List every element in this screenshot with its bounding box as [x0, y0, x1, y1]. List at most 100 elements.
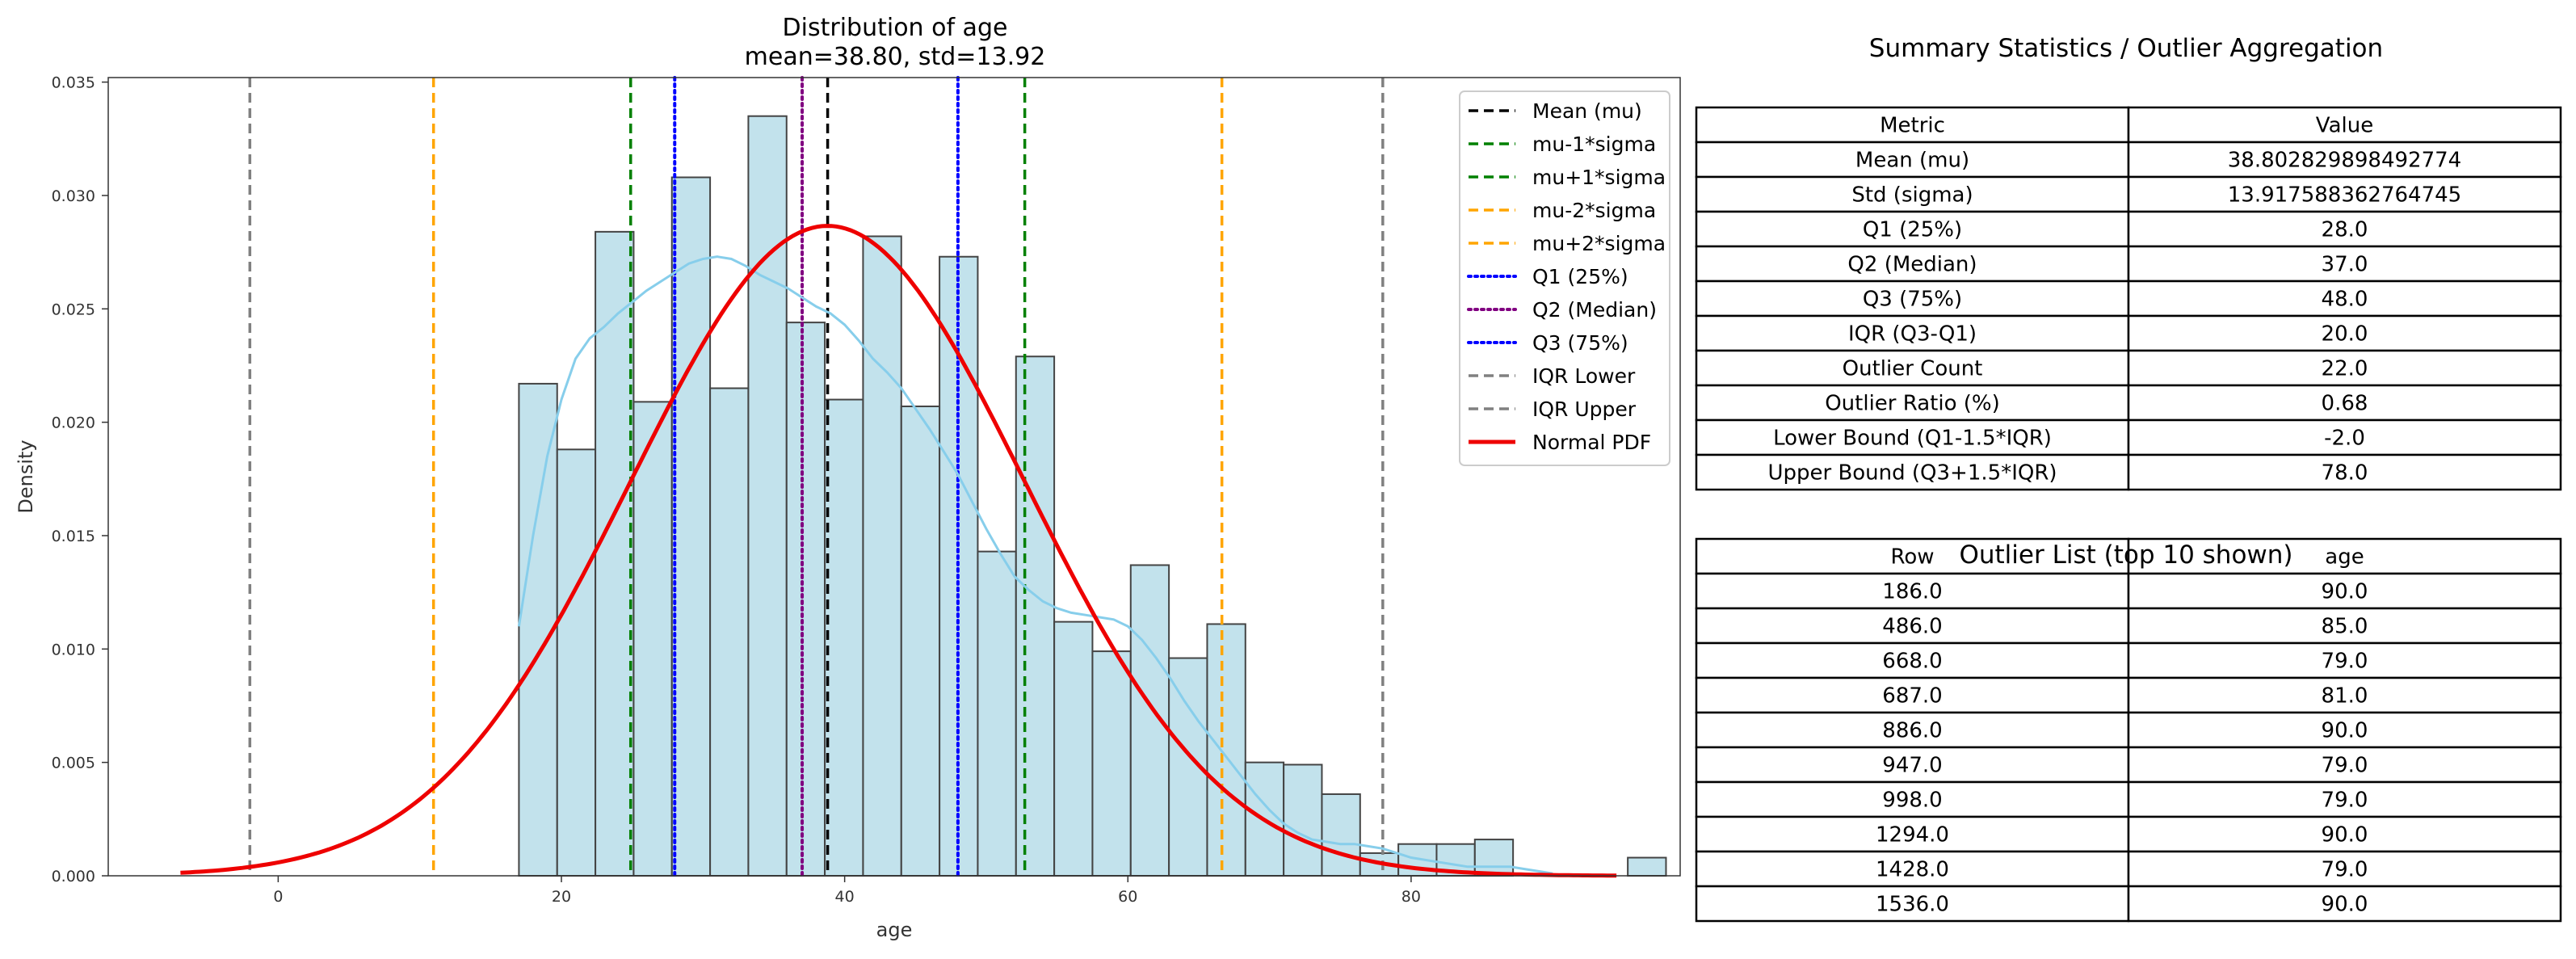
- histogram-bar: [709, 387, 750, 877]
- summary-table-header: Metric: [1880, 114, 1945, 138]
- legend-label: mu-2*sigma: [1532, 199, 1656, 222]
- x-axis-label: age: [876, 919, 913, 941]
- legend-label: IQR Lower: [1532, 364, 1636, 388]
- outlier-table-cell-text: 79.0: [2322, 754, 2368, 778]
- legend: Mean (mu) mu-1*sigma mu+1*sigma mu-2*sigma m…: [1459, 90, 1670, 466]
- summary-table-cell-text: -2.0: [2324, 427, 2365, 451]
- summary-table-cell: [1695, 141, 2130, 179]
- summary-table-cell: [1695, 314, 2130, 352]
- outlier-table-cell-text: 79.0: [2322, 650, 2368, 674]
- y-tick-label: 0.035: [52, 74, 95, 92]
- kde-curve: [517, 255, 1553, 875]
- x-tick-label: 60: [1118, 888, 1137, 906]
- summary-table-cell-text: 13.917588362764745: [2228, 183, 2461, 208]
- histogram-bar: [977, 550, 1017, 877]
- outlier-table-cell-text: 85.0: [2322, 615, 2368, 639]
- outlier-table-cell: [2127, 815, 2562, 853]
- outlier-table-header: age: [2325, 545, 2364, 570]
- histogram-bar: [785, 322, 826, 877]
- y-tick-label: 0.015: [52, 528, 95, 545]
- summary-table-cell-text: 0.68: [2322, 392, 2368, 416]
- outlier-table-cell: [1695, 850, 2130, 888]
- summary-table-cell: [2127, 175, 2562, 213]
- summary-table-cell-text: 78.0: [2322, 461, 2368, 486]
- legend-label: Mean (mu): [1532, 99, 1642, 123]
- outlier-table-cell-text: 886.0: [1882, 719, 1942, 743]
- outlier-table-cell: [1695, 746, 2130, 784]
- legend-label: mu+2*sigma: [1532, 232, 1666, 255]
- x-tick-label: 0: [273, 888, 283, 906]
- outlier-table-cell-text: 1536.0: [1876, 893, 1949, 917]
- histogram-bar: [1473, 839, 1515, 877]
- summary-table-cell-text: 20.0: [2322, 322, 2368, 347]
- summary-table-cell-text: Lower Bound (Q1-1.5*IQR): [1773, 427, 2052, 451]
- y-tick-label: 0.010: [52, 641, 95, 658]
- legend-label: IQR Upper: [1532, 397, 1637, 421]
- outlier-table-cell: [1695, 641, 2130, 679]
- summary-table-cell-text: Mean (mu): [1855, 149, 1969, 173]
- outlier-table-cell-text: 90.0: [2322, 580, 2368, 604]
- x-tick-label: 40: [835, 888, 855, 906]
- histogram-bars: [518, 115, 1667, 877]
- histogram-bar: [1015, 355, 1056, 877]
- legend-label: Q1 (25%): [1532, 265, 1628, 288]
- chart-subtitle: mean=38.80, std=13.92: [745, 43, 1046, 71]
- x-axis: 0 20 40 60 80: [273, 876, 1421, 906]
- histogram-bar: [670, 176, 712, 877]
- summary-table-cell-text: 38.802829898492774: [2228, 149, 2461, 173]
- summary-table-cell-text: Q2 (Median): [1847, 253, 1977, 277]
- y-tick-label: 0.025: [52, 301, 95, 318]
- legend-label: mu-1*sigma: [1532, 132, 1656, 156]
- outlier-table-cell: [2127, 641, 2562, 679]
- summary-table-cell-text: 22.0: [2322, 357, 2368, 381]
- summary-table-cell-text: Q3 (75%): [1863, 288, 1962, 312]
- legend-label: Q2 (Median): [1532, 298, 1657, 322]
- histogram-panel: Distribution of age mean=38.80, std=13.9…: [15, 14, 1681, 941]
- summary-table-cell: [1695, 245, 2130, 283]
- y-axis-label: Density: [15, 440, 37, 513]
- outlier-table-cell-text: 1428.0: [1876, 858, 1949, 882]
- summary-table-cell-text: 37.0: [2322, 253, 2368, 277]
- x-tick-label: 80: [1401, 888, 1421, 906]
- outlier-table-cell: [2127, 885, 2562, 923]
- reference-lines: [248, 76, 1385, 877]
- y-tick-label: 0.005: [52, 755, 95, 772]
- summary-table-cell: [2127, 384, 2562, 422]
- summary-table-grid: Metric Value Mean (mu) 38.802829898492774 St…: [1695, 106, 2562, 491]
- summary-table-cell: [2127, 453, 2562, 491]
- histogram-bar: [1283, 763, 1323, 877]
- summary-table-cell: [2127, 141, 2562, 179]
- legend-label: Normal PDF: [1532, 431, 1651, 454]
- outlier-table-cell: [2127, 746, 2562, 784]
- legend-frame: [1459, 90, 1670, 466]
- outlier-table-cell-text: 79.0: [2322, 858, 2368, 882]
- histogram-bar: [1053, 620, 1094, 877]
- outlier-table-cell: [2127, 607, 2562, 645]
- x-tick-label: 20: [552, 888, 571, 906]
- outlier-table-cell-text: 947.0: [1882, 754, 1942, 778]
- summary-table-cell-text: Std (sigma): [1851, 183, 1973, 208]
- legend-label: Q3 (75%): [1532, 331, 1628, 355]
- outlier-table-cell: [2127, 780, 2562, 818]
- summary-table-cell: [1695, 453, 2130, 491]
- outlier-table-cell: [2127, 537, 2562, 575]
- outlier-table-cell-text: 90.0: [2322, 719, 2368, 743]
- outlier-table-cell-text: 90.0: [2322, 823, 2368, 848]
- legend-label: mu+1*sigma: [1532, 166, 1666, 189]
- outlier-table-header: Row: [1890, 545, 1934, 570]
- summary-table-cell: [1695, 384, 2130, 422]
- summary-table-cell: [2127, 245, 2562, 283]
- legend-items: Mean (mu) mu-1*sigma mu+1*sigma mu-2*sigma m…: [1467, 99, 1666, 454]
- summary-table-cell-text: IQR (Q3-Q1): [1848, 322, 1977, 347]
- plot-area: [180, 76, 1667, 878]
- outlier-list-table: Row age 186.0 90.0 486.0 85.0 668.0 79.0 687.0 81…: [1695, 537, 2562, 923]
- outlier-table-cell-text: 81.0: [2322, 684, 2368, 709]
- summary-table-cell-text: 48.0: [2322, 288, 2368, 312]
- histogram-bar: [1627, 856, 1667, 877]
- outlier-table-cell-text: 79.0: [2322, 789, 2368, 813]
- summary-table-cell: [2127, 106, 2562, 144]
- histogram-bar: [824, 398, 864, 877]
- summary-table-cell: [2127, 210, 2562, 248]
- histogram-bar: [747, 115, 788, 877]
